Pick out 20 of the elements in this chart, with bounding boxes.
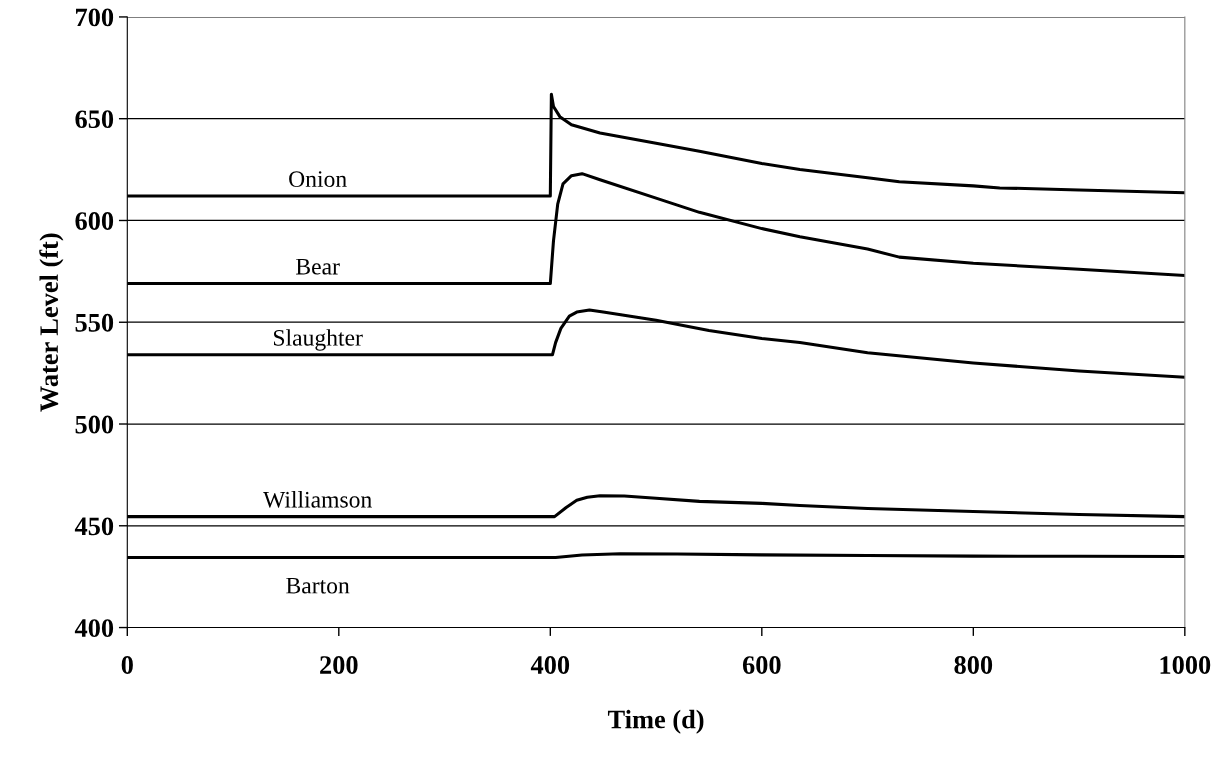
series-label: Bear — [296, 258, 340, 275]
y-tick-label: 650 — [75, 110, 114, 129]
x-axis-title: Time (d) — [607, 709, 704, 734]
x-tick-label: 600 — [742, 656, 781, 674]
y-tick-label: 700 — [76, 8, 114, 27]
x-tick-label: 400 — [530, 656, 570, 674]
y-tick-label: 550 — [75, 313, 114, 332]
y-axis-title: Water Level (ft) — [39, 233, 64, 412]
x-tick-label: 1000 — [1160, 656, 1211, 674]
series-label: Onion — [289, 171, 347, 188]
x-tick-label: 200 — [320, 656, 358, 674]
series-label: Slaughter — [273, 329, 363, 351]
y-tick-label: 600 — [75, 212, 114, 230]
x-tick-label: 800 — [954, 656, 993, 674]
y-tick-label: 500 — [75, 415, 114, 434]
series-label: Barton — [286, 577, 350, 594]
y-tick-label: 400 — [74, 619, 114, 637]
series-label: Williamson — [263, 491, 372, 508]
x-tick-label: 0 — [121, 656, 133, 674]
y-tick-label: 450 — [74, 517, 114, 536]
